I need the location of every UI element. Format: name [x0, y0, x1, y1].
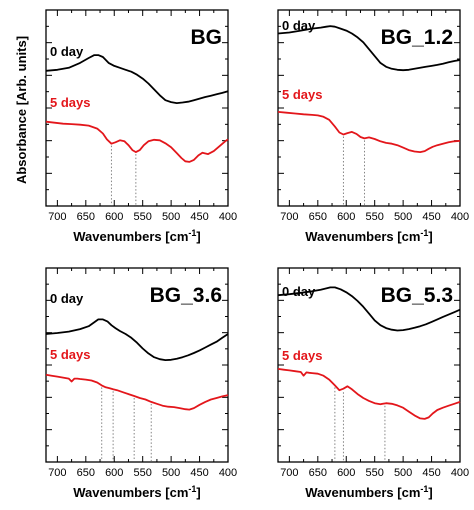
x-tick-label: 400 — [451, 211, 469, 223]
x-tick-label: 650 — [309, 211, 327, 223]
x-tick-label: 500 — [394, 211, 412, 223]
x-tick-label: 550 — [134, 211, 152, 223]
x-tick-label: 550 — [134, 467, 152, 479]
x-tick-label: 700 — [280, 467, 298, 479]
series-line-day5 — [277, 111, 461, 154]
x-tick-label: 400 — [451, 467, 469, 479]
series-label-day0: 0 day — [50, 44, 84, 59]
x-tick-label: 450 — [190, 211, 208, 223]
x-tick-label: 600 — [105, 211, 123, 223]
series-line-day0 — [45, 54, 229, 104]
series-label-day5: 5 days — [50, 95, 90, 110]
series-label-day5: 5 days — [282, 87, 322, 102]
series-label-day0: 0 day — [282, 18, 316, 33]
series-line-day0 — [277, 286, 461, 332]
x-tick-label: 400 — [219, 211, 237, 223]
x-tick-label: 600 — [337, 467, 355, 479]
series-label-day5: 5 days — [50, 347, 90, 362]
x-tick-label: 600 — [337, 211, 355, 223]
chart-panel-4: 700 650 600 550 500 450 400 0 day 5 days BG_5.3 Wa… — [277, 267, 469, 500]
series-label-day5: 5 days — [282, 348, 322, 363]
x-tick-label: 400 — [219, 467, 237, 479]
x-tick-label: 500 — [394, 467, 412, 479]
x-tick-label: 700 — [48, 211, 66, 223]
x-axis-label: Wavenumbers [cm-1] — [305, 484, 432, 500]
x-tick-label: 500 — [162, 467, 180, 479]
x-tick-label: 550 — [366, 211, 384, 223]
x-axis-label: Wavenumbers [cm-1] — [73, 228, 200, 244]
panel-title: BG — [191, 26, 223, 49]
y-axis-label: Absorbance [Arb. units] — [14, 36, 29, 184]
series-line-day5 — [45, 120, 229, 163]
series-line-day0 — [45, 318, 229, 362]
series-line-day5 — [277, 368, 461, 420]
chart-panel-2: 700 650 600 550 500 450 400 0 day 5 days BG_1.2 Wa… — [277, 9, 469, 244]
x-tick-label: 600 — [105, 467, 123, 479]
x-axis-label: Wavenumbers [cm-1] — [73, 484, 200, 500]
x-tick-label: 500 — [162, 211, 180, 223]
series-label-day0: 0 day — [50, 291, 84, 306]
x-tick-label: 650 — [77, 211, 95, 223]
x-tick-label: 700 — [48, 467, 66, 479]
x-tick-label: 700 — [280, 211, 298, 223]
x-tick-label: 550 — [366, 467, 384, 479]
x-tick-label: 650 — [77, 467, 95, 479]
x-tick-label: 450 — [422, 467, 440, 479]
x-tick-label: 450 — [422, 211, 440, 223]
x-tick-label: 650 — [309, 467, 327, 479]
panel-title: BG_3.6 — [150, 284, 222, 307]
chart-panel-1: 700 650 600 550 500 450 400 0 day 5 days BG Wavenu… — [45, 9, 237, 244]
series-line-day5 — [45, 373, 229, 411]
x-axis-label: Wavenumbers [cm-1] — [305, 228, 432, 244]
chart-panel-3: 700 650 600 550 500 450 400 0 day 5 days BG_3.6 Wa… — [45, 267, 237, 500]
panel-title: BG_1.2 — [381, 26, 453, 49]
x-tick-label: 450 — [190, 467, 208, 479]
series-label-day0: 0 day — [282, 284, 316, 299]
panel-title: BG_5.3 — [381, 284, 453, 307]
series-line-day0 — [277, 25, 461, 72]
